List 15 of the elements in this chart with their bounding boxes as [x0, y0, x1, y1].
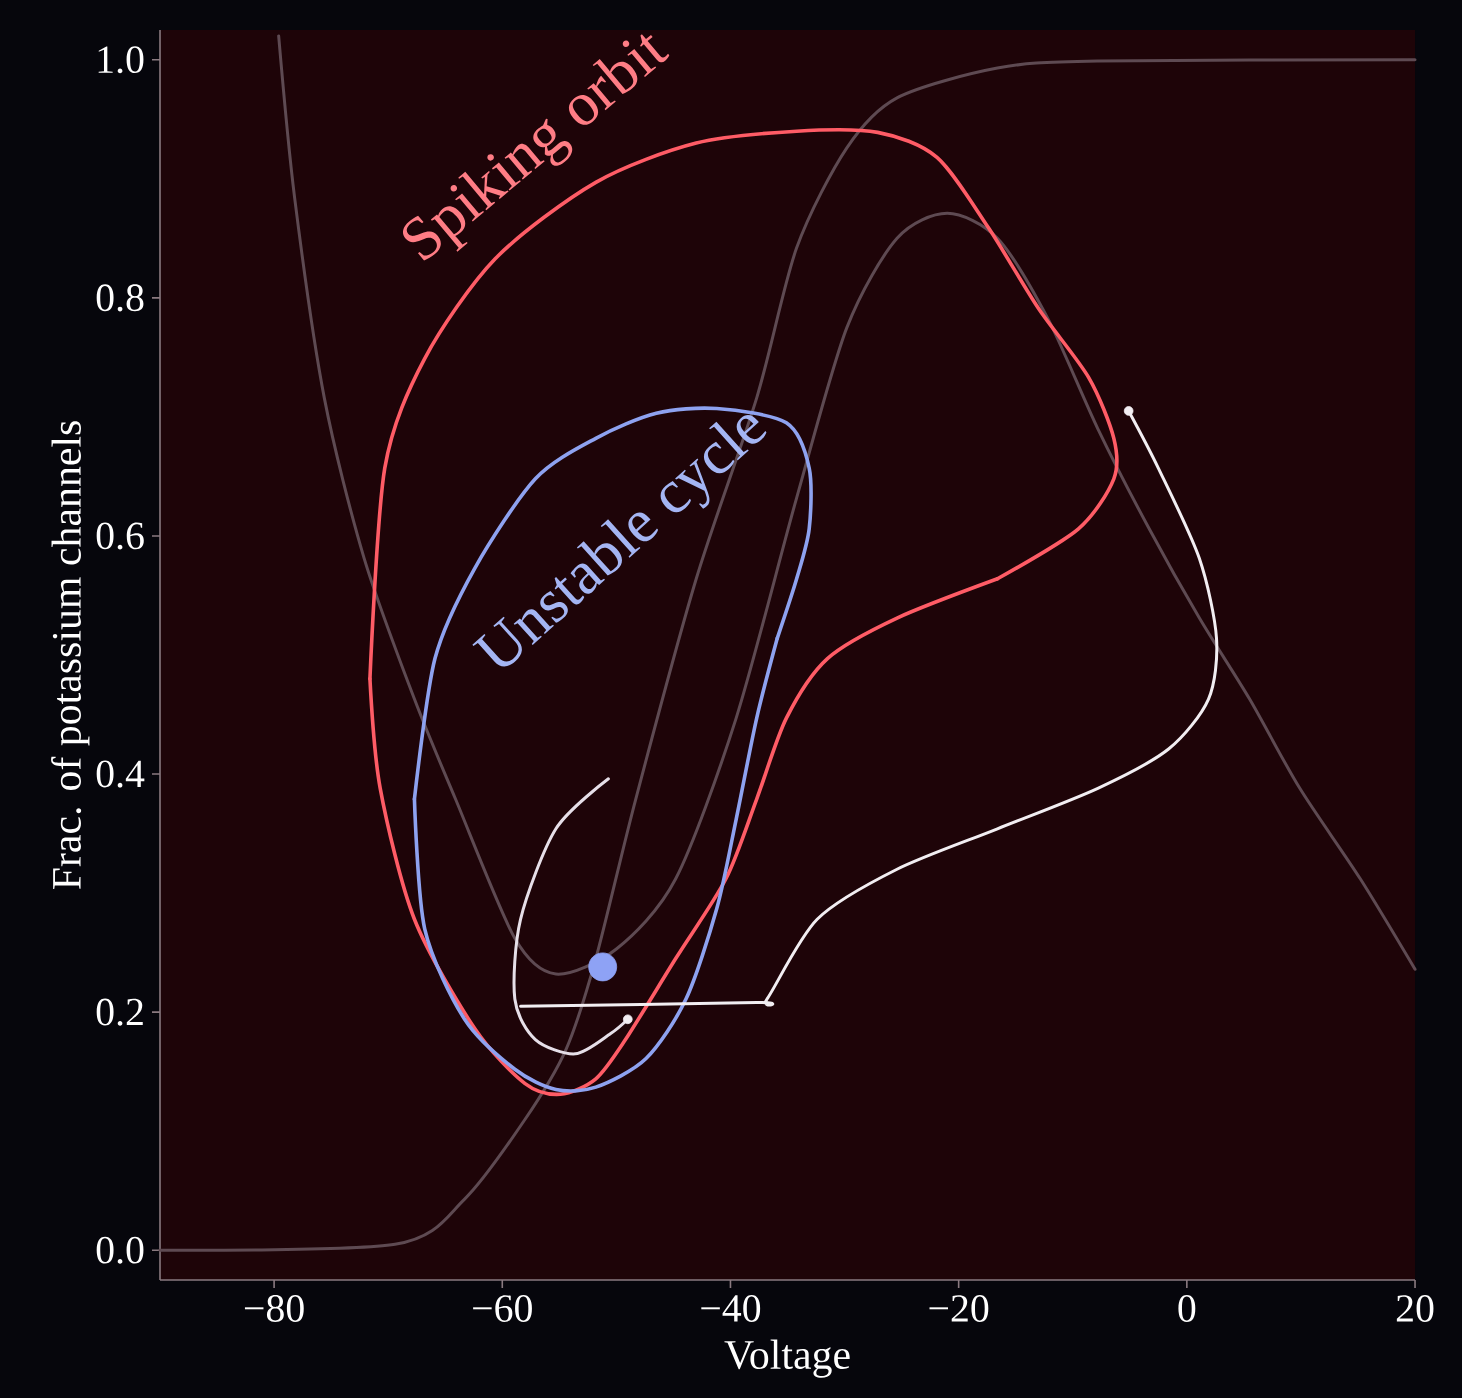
x-tick-label: −40: [701, 1295, 761, 1322]
y-tick-label: 1.0: [98, 46, 144, 74]
y-tick-label: 0.8: [96, 284, 144, 312]
x-tick-label: 20: [1396, 1295, 1434, 1322]
y-tick-label: 0.6: [96, 522, 144, 550]
x-tick-label: −60: [473, 1295, 532, 1322]
y-tick-label: 0.4: [96, 760, 145, 788]
y-tick-label: 0.0: [96, 1236, 144, 1264]
y-axis-title: Frac. of potassium channels: [51, 421, 90, 890]
x-tick-label: −80: [244, 1295, 304, 1322]
y-tick-label: 0.2: [96, 998, 143, 1026]
line-series: [277, 34, 1417, 976]
x-tick-label: 0: [1178, 1295, 1196, 1322]
x-tick-label: −20: [929, 1295, 989, 1322]
x-axis-title: Voltage: [724, 1339, 850, 1378]
